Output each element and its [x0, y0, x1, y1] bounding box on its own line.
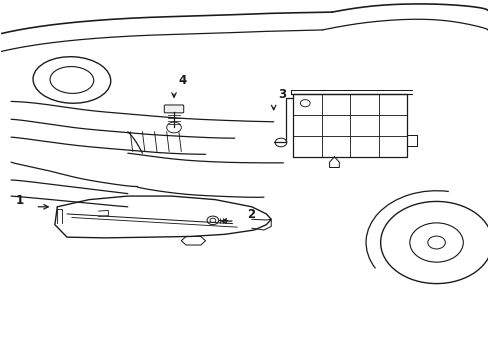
FancyBboxPatch shape — [164, 105, 183, 113]
Text: 4: 4 — [178, 74, 186, 87]
Text: 2: 2 — [246, 208, 254, 221]
Text: 3: 3 — [278, 89, 286, 102]
Text: 1: 1 — [15, 194, 23, 207]
